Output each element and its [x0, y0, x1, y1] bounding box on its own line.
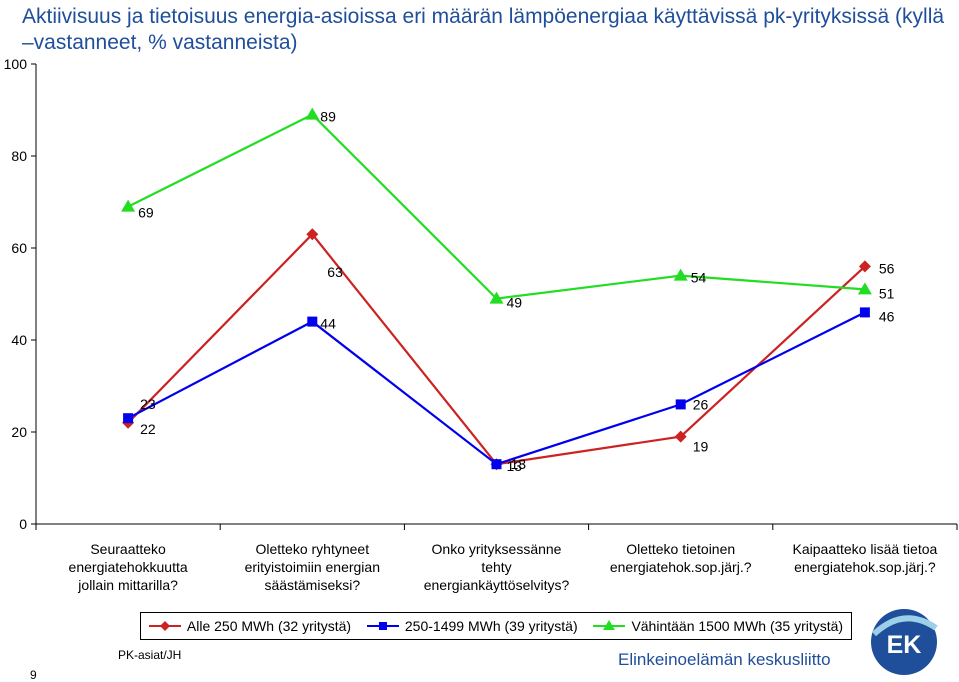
- svg-text:EK: EK: [887, 631, 922, 659]
- data-label: 63: [327, 264, 343, 280]
- data-label: 26: [693, 396, 709, 412]
- author-tag: PK-asiat/JH: [118, 648, 182, 662]
- legend-marker: [378, 622, 387, 630]
- data-point: [489, 291, 504, 304]
- legend-swatch: [366, 622, 399, 630]
- data-label: 51: [879, 285, 895, 301]
- data-point: [491, 459, 502, 470]
- data-label: 13: [511, 456, 527, 472]
- y-tick-label: 40: [11, 332, 27, 348]
- x-tick-label-line: energiankäyttöselvitys?: [424, 577, 570, 593]
- data-point: [123, 413, 134, 424]
- x-tick-label-line: säästämiseksi?: [264, 577, 360, 593]
- data-label: 69: [138, 205, 154, 221]
- series-line: [127, 232, 866, 466]
- series-line: [127, 113, 865, 300]
- x-tick-label: Oletteko tietoinen energiatehok.sop.järj.…: [610, 541, 752, 575]
- x-tick-label: Kaipaatteko lisää tietoa energiatehok.sop…: [793, 541, 938, 575]
- x-tick-label-line: energiatehok.sop.järj.?: [794, 559, 936, 575]
- legend-marker: [603, 620, 616, 630]
- y-tick-label: 60: [11, 240, 27, 256]
- line-chart: 0 20 40 60 80 100 Seuraatteko energiatehokkuutt…: [4, 56, 958, 593]
- y-tick-label: 80: [11, 148, 27, 164]
- legend-item: Alle 250 MWh (32 yritystä): [148, 618, 352, 634]
- legend-item: 250-1499 MWh (39 yritystä): [366, 618, 578, 634]
- data-label: 49: [507, 295, 523, 311]
- data-label: 19: [693, 439, 709, 455]
- data-label: 56: [879, 260, 895, 276]
- data-label: 13: [507, 458, 523, 474]
- x-tick-label-line: energiatehokkuutta: [69, 559, 188, 575]
- x-tick-label: Onko yrityksessänne tehty energiankäyttöse…: [424, 541, 570, 593]
- page-number: 9: [30, 668, 37, 682]
- data-point: [857, 282, 872, 295]
- x-tick-label-line: jollain mittarilla?: [77, 577, 178, 593]
- data-point: [307, 316, 318, 327]
- legend-label: 250-1499 MWh (39 yritystä): [404, 618, 578, 634]
- data-point: [673, 268, 688, 281]
- x-tick-label-line: energiatehok.sop.järj.?: [610, 559, 752, 575]
- x-tick-label-line: Onko yrityksessänne: [432, 541, 562, 557]
- x-tick-label-line: Kaipaatteko lisää tietoa: [793, 541, 938, 557]
- x-tick-label-line: Oletteko ryhtyneet: [255, 541, 369, 557]
- legend-marker: [159, 621, 170, 631]
- y-tick-label: 100: [4, 56, 28, 72]
- y-tick-label: 20: [11, 424, 27, 440]
- legend-item: Vähintään 1500 MWh (35 yritystä): [593, 618, 843, 634]
- data-point: [674, 430, 687, 443]
- ek-logo: EK: [871, 609, 938, 675]
- series-0: 22 63 13 19 56: [122, 228, 895, 472]
- data-label: 44: [320, 316, 336, 332]
- x-tick-label-line: Seuraatteko: [90, 541, 166, 557]
- data-point: [305, 107, 320, 120]
- series-1: 23 44 13 26 46: [123, 307, 895, 474]
- x-tick-label-line: tehty: [481, 559, 511, 575]
- data-point: [858, 260, 871, 273]
- x-tick-label-line: erityistoimiin energian: [245, 559, 380, 575]
- x-tick-label: Oletteko ryhtyneet erityistoimiin energia…: [245, 541, 380, 593]
- y-tick-label: 0: [19, 516, 27, 532]
- data-point: [675, 399, 686, 410]
- legend-label: Vähintään 1500 MWh (35 yritystä): [631, 618, 844, 634]
- x-tick-label: Seuraatteko energiatehokkuutta jollain mit…: [69, 541, 188, 593]
- data-label: 89: [320, 109, 336, 125]
- organization-name: Elinkeinoelämän keskusliitto: [618, 650, 831, 669]
- data-label: 54: [691, 270, 707, 286]
- page-title: Aktiivisuus ja tietoisuus energia-asiois…: [22, 5, 945, 54]
- data-label: 46: [879, 308, 895, 324]
- series-2: 69 89 49 54 51: [121, 107, 895, 311]
- data-point: [121, 199, 136, 212]
- chart-legend: Alle 250 MWh (32 yritystä) 250-1499 MWh (…: [140, 612, 852, 640]
- legend-swatch: [593, 620, 626, 630]
- data-label: 23: [140, 396, 156, 412]
- data-point: [306, 228, 319, 241]
- data-label: 22: [140, 421, 156, 437]
- data-point: [859, 307, 870, 318]
- legend-label: Alle 250 MWh (32 yritystä): [186, 618, 352, 634]
- series-line: [127, 311, 866, 466]
- x-tick-label-line: Oletteko tietoinen: [626, 541, 735, 557]
- legend-swatch: [148, 621, 181, 631]
